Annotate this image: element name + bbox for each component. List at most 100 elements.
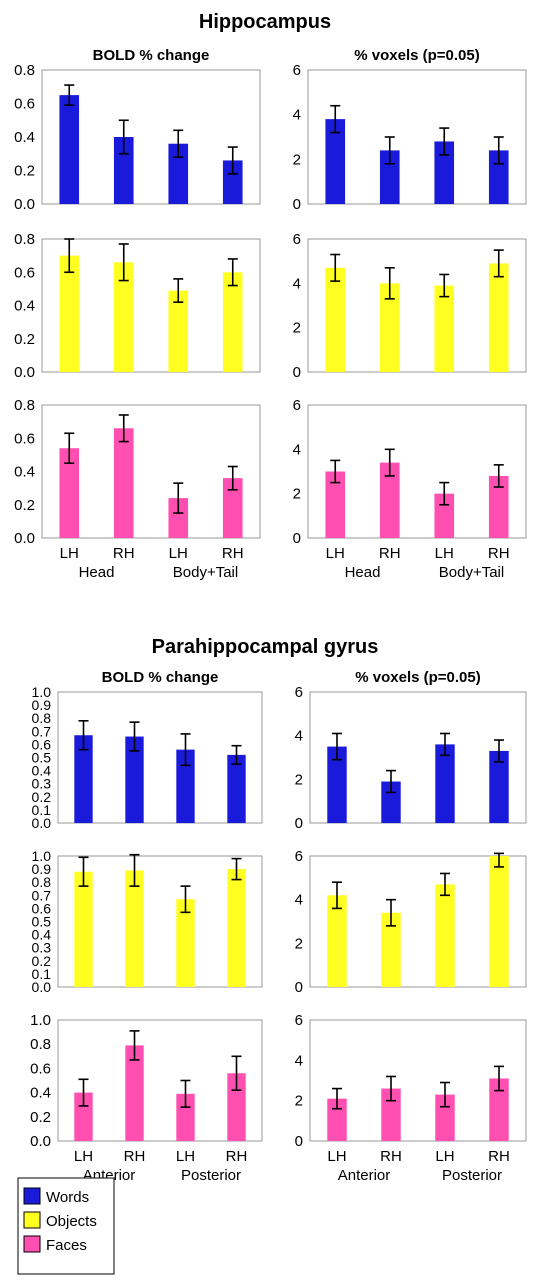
- y-tick-label: 0.4: [30, 1085, 51, 1102]
- charts-area: 0.0 0.2 0.4 0.6 0.8 BOLD % change 0 2 4 6 % voxels…: [14, 47, 527, 1184]
- y-tick-label: 0.5: [32, 914, 52, 930]
- y-tick-label: 0.0: [14, 530, 35, 547]
- y-tick-label: 0.2: [14, 331, 35, 348]
- legend-item-faces: Faces: [23, 1235, 87, 1254]
- bar: [168, 498, 189, 538]
- x-group-label: Head: [79, 564, 115, 581]
- x-tick-label: RH: [113, 545, 135, 562]
- y-tick-label: 2: [293, 320, 301, 337]
- x-tick-label: RH: [226, 1148, 248, 1165]
- y-tick-label: 0.7: [32, 887, 52, 903]
- y-tick-label: 0.5: [32, 750, 52, 766]
- error-bar: [493, 249, 504, 278]
- error-bar: [78, 856, 89, 887]
- y-tick-label: 0: [293, 364, 301, 381]
- y-tick-label: 2: [295, 1093, 303, 1110]
- x-tick-label: RH: [488, 1148, 510, 1165]
- y-tick-label: 1.0: [32, 848, 52, 864]
- error-bar: [494, 739, 504, 763]
- error-bar: [78, 1078, 89, 1107]
- bar: [168, 290, 189, 372]
- y-tick-label: 0.6: [32, 900, 52, 916]
- y-tick-label: 4: [293, 441, 301, 458]
- legend-item-objects: Objects: [23, 1211, 97, 1230]
- chart-3: 0.0 0.2 0.4 0.6 0.8: [14, 231, 261, 381]
- y-tick-label: 0.9: [32, 697, 52, 713]
- error-bar: [78, 720, 89, 751]
- error-bar: [439, 273, 450, 298]
- error-bar: [231, 1055, 242, 1091]
- plot-frame: [307, 69, 527, 205]
- section-title-parahippocampal: Parahippocampal gyrus: [152, 636, 379, 658]
- error-bar: [231, 857, 242, 881]
- y-tick-label: 0.6: [30, 1060, 51, 1077]
- error-bar: [64, 432, 75, 464]
- y-tick-label: 4: [295, 728, 303, 745]
- error-bar: [384, 267, 395, 300]
- chart-6: 0 2 4 6 LH RH LH RH Head Body+Tail: [293, 397, 527, 581]
- y-tick-label: 0: [295, 815, 303, 832]
- plot-frame: [309, 691, 527, 824]
- bar: [325, 471, 346, 538]
- error-bar: [231, 744, 242, 765]
- chart-2: 0 2 4 6 % voxels (p=0.05): [293, 47, 527, 213]
- legend-swatch: [23, 1211, 41, 1229]
- bar: [113, 262, 134, 372]
- error-bar: [173, 129, 184, 158]
- error-bar: [332, 881, 342, 910]
- x-tick-label: LH: [435, 545, 454, 562]
- plot-frame: [57, 855, 263, 988]
- plot-frame: [309, 855, 527, 988]
- error-bar: [180, 885, 191, 914]
- y-tick-label: 0.1: [32, 966, 52, 982]
- legend-item-words: Words: [23, 1187, 89, 1206]
- plot-frame: [307, 404, 527, 539]
- error-bar: [173, 278, 184, 303]
- bar: [222, 160, 243, 204]
- y-tick-label: 0.8: [14, 231, 35, 248]
- chart-8: 0 2 4 6 % voxels (p=0.05): [295, 669, 527, 832]
- bar: [379, 283, 400, 372]
- legend-label: Objects: [46, 1213, 97, 1230]
- bar: [222, 478, 243, 538]
- error-bar: [384, 136, 395, 165]
- chart-1: 0.0 0.2 0.4 0.6 0.8 BOLD % change: [14, 47, 261, 213]
- x-tick-label: LH: [327, 1148, 346, 1165]
- y-tick-label: 0: [293, 530, 301, 547]
- x-tick-label: RH: [488, 545, 510, 562]
- y-tick-label: 0.2: [14, 163, 35, 180]
- y-tick-label: 0.6: [14, 96, 35, 113]
- chart-9: 0.00.10.20.30.40.50.60.70.80.91.0: [32, 848, 263, 995]
- error-bar: [493, 464, 504, 488]
- error-bar: [440, 1081, 450, 1108]
- bar: [59, 95, 80, 204]
- bar: [168, 143, 189, 204]
- bar: [59, 448, 80, 538]
- y-tick-label: 0.0: [30, 1133, 51, 1150]
- x-tick-label: RH: [379, 545, 401, 562]
- plot-frame: [41, 404, 261, 539]
- y-tick-label: 0.4: [32, 763, 52, 779]
- bar: [125, 736, 144, 823]
- y-tick-label: 0.4: [14, 129, 35, 146]
- error-bar: [330, 459, 341, 484]
- error-bar: [129, 853, 140, 887]
- chart-10: 0 2 4 6: [295, 848, 527, 996]
- chart-4: 0 2 4 6: [293, 231, 527, 381]
- bar: [125, 1045, 144, 1141]
- bar: [227, 754, 246, 823]
- legend-label: Words: [46, 1189, 89, 1206]
- bar: [176, 749, 195, 823]
- x-tick-label: LH: [60, 545, 79, 562]
- x-group-label: Posterior: [442, 1167, 502, 1184]
- plot-frame: [41, 69, 261, 205]
- x-group-label: Body+Tail: [173, 564, 238, 581]
- x-tick-label: LH: [435, 1148, 454, 1165]
- y-tick-label: 0.8: [30, 1036, 51, 1053]
- bar: [74, 735, 93, 823]
- y-tick-label: 0.4: [14, 464, 35, 481]
- y-tick-label: 6: [293, 397, 301, 414]
- error-bar: [227, 465, 238, 491]
- y-tick-label: 6: [293, 231, 301, 248]
